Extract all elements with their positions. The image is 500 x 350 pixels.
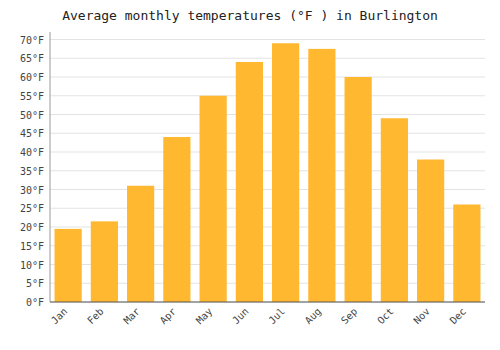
y-tick-label: 65°F: [20, 53, 44, 64]
grid: [50, 40, 485, 303]
bar: [272, 43, 299, 302]
y-tick-label: 55°F: [20, 91, 44, 102]
grid-line: [50, 39, 485, 40]
x-tick-label: Jul: [266, 306, 287, 327]
y-tick-label: 30°F: [20, 185, 44, 196]
bar: [417, 160, 444, 303]
grid-line: [50, 77, 485, 78]
y-tick-label: 35°F: [20, 166, 44, 177]
y-tick-label: 15°F: [20, 241, 44, 252]
x-axis-line: [50, 302, 485, 303]
x-tick-label: May: [194, 306, 215, 327]
bar: [345, 77, 372, 302]
x-tick-label: Oct: [375, 306, 396, 327]
x-tick-label: Jan: [49, 306, 70, 327]
y-tick-label: 50°F: [20, 110, 44, 121]
chart-container: Average monthly temperatures (°F ) in Bu…: [0, 0, 500, 350]
bar: [453, 205, 480, 303]
y-tick-label: 0°F: [26, 297, 44, 308]
bar: [91, 221, 118, 302]
x-tick-label: Sep: [339, 306, 360, 327]
y-tick-label: 45°F: [20, 128, 44, 139]
bar: [127, 186, 154, 302]
x-tick-label: Mar: [121, 306, 142, 327]
x-ticks: Jan Feb Mar Apr May Jun Jul Aug Sep Oct Nov Dec: [49, 306, 468, 327]
bars: [55, 43, 481, 302]
y-tick-label: 25°F: [20, 203, 44, 214]
y-tick-label: 70°F: [20, 35, 44, 46]
grid-line: [50, 302, 485, 303]
bar: [381, 118, 408, 302]
y-tick-label: 5°F: [26, 278, 44, 289]
x-tick-label: Feb: [85, 306, 106, 327]
bar: [236, 62, 263, 302]
bar: [55, 229, 82, 302]
y-ticks: 0°F 5°F 10°F 15°F 20°F 25°F 30°F 35°F 40°F 45°F 50…: [20, 35, 44, 309]
x-tick-label: Dec: [448, 306, 469, 327]
bar: [163, 137, 190, 302]
x-tick-label: Aug: [303, 306, 324, 327]
x-tick-label: Apr: [158, 306, 179, 327]
grid-line: [50, 114, 485, 115]
y-tick-label: 10°F: [20, 260, 44, 271]
x-tick-label: Nov: [411, 306, 432, 327]
grid-line: [50, 133, 485, 134]
grid-line: [50, 58, 485, 59]
title: Average monthly temperatures (°F ) in Bu…: [62, 8, 438, 23]
bar: [308, 49, 335, 302]
y-tick-label: 60°F: [20, 72, 44, 83]
y-tick-label: 20°F: [20, 222, 44, 233]
y-tick-label: 40°F: [20, 147, 44, 158]
grid-line: [50, 152, 485, 153]
y-axis-line: [50, 32, 51, 302]
grid-line: [50, 95, 485, 96]
bar: [200, 96, 227, 302]
chart-svg: Average monthly temperatures (°F ) in Bu…: [0, 0, 500, 350]
x-tick-label: Jun: [230, 306, 251, 327]
